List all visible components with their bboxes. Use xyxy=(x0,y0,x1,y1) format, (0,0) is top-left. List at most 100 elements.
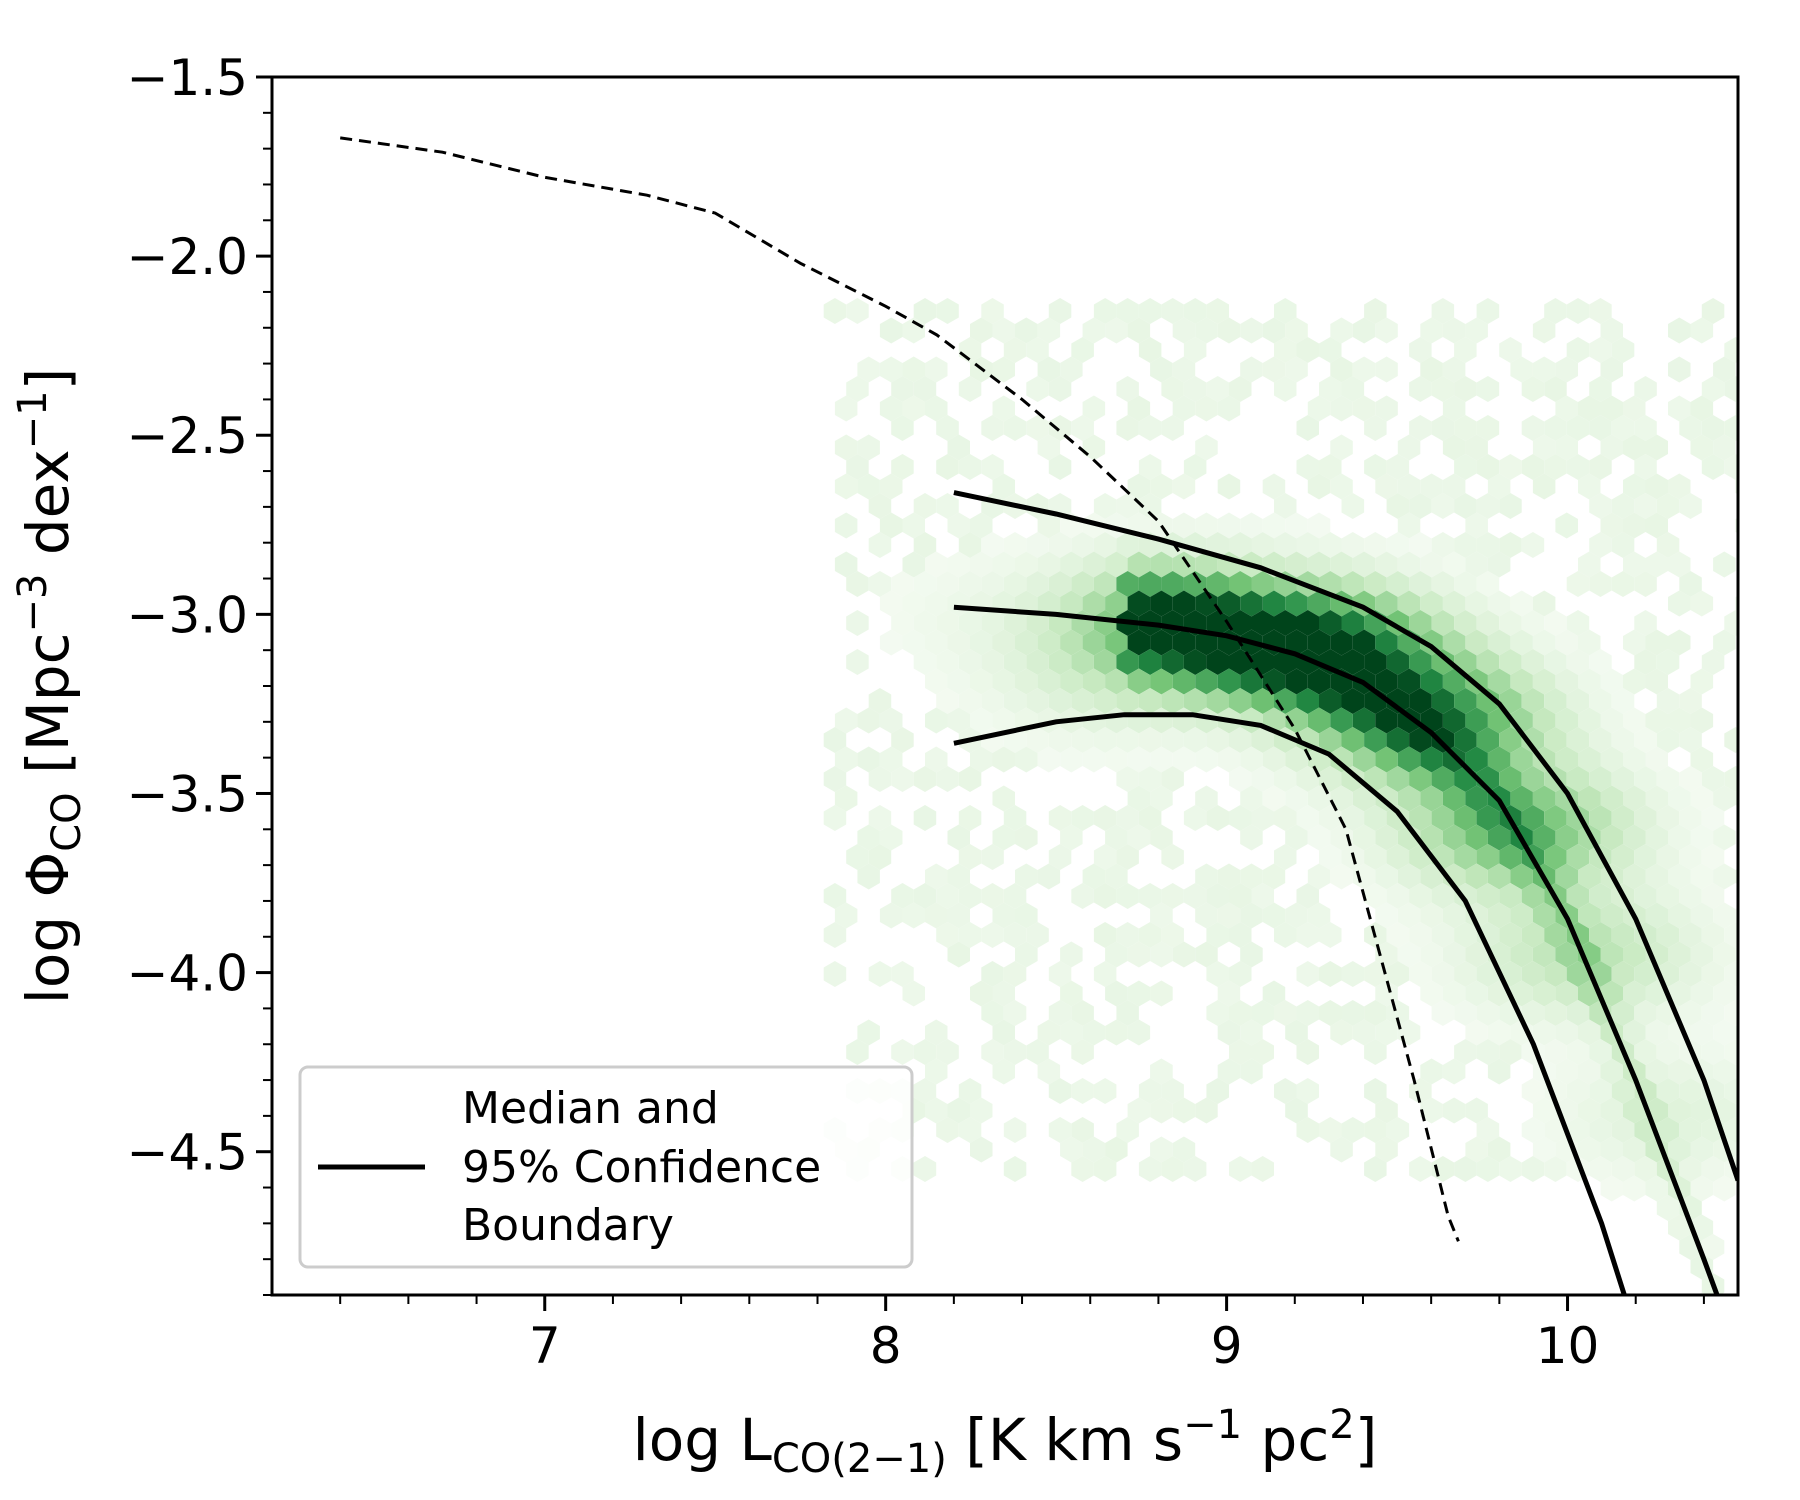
hexbin-cell xyxy=(1037,1019,1061,1046)
hexbin-cell xyxy=(1747,532,1770,558)
hexbin-cell xyxy=(1116,883,1139,909)
hexbin-cell xyxy=(1060,1019,1083,1046)
hexbin-cell xyxy=(992,356,1015,383)
hexbin-cell xyxy=(1195,746,1218,773)
hexbin-cell xyxy=(1645,551,1668,578)
hexbin-cell xyxy=(1116,649,1139,675)
hexbin-cell xyxy=(1454,844,1477,870)
hexbin-cell xyxy=(1532,590,1556,617)
hexbin-cell xyxy=(823,883,847,909)
hexbin-cell xyxy=(1713,1019,1736,1046)
hexbin-cell xyxy=(1341,727,1365,753)
hexbin-cell xyxy=(913,805,937,831)
hexbin-cell xyxy=(992,1058,1015,1085)
hexbin-cell xyxy=(1116,1117,1139,1143)
hexbin-cell xyxy=(1093,298,1117,324)
legend: Median and 95% Confidence Boundary xyxy=(298,1065,914,1269)
hexbin-cell xyxy=(1105,668,1128,695)
hexbin-cell xyxy=(1521,766,1545,792)
hexbin-cell xyxy=(1319,610,1342,636)
hexbin-cell xyxy=(958,844,982,870)
hexbin-cell xyxy=(1116,571,1139,597)
hexbin-cell xyxy=(1285,512,1308,539)
hexbin-cell xyxy=(834,551,858,578)
hexbin-cell xyxy=(1476,1039,1500,1065)
hexbin-cell xyxy=(1172,629,1196,656)
hexbin-cell xyxy=(1003,610,1027,636)
hexbin-cell xyxy=(1240,356,1263,383)
hexbin-cell xyxy=(1116,805,1139,831)
hexbin-cell xyxy=(1600,1175,1623,1202)
hexbin-cell xyxy=(1690,902,1714,929)
hexbin-cell xyxy=(1409,883,1432,909)
hexbin-cell xyxy=(1532,1019,1556,1046)
hexbin-cell xyxy=(1431,1000,1455,1026)
hexbin-cell xyxy=(1386,805,1410,831)
hexbin-cell xyxy=(1138,649,1162,675)
hexbin-cell xyxy=(1060,746,1083,773)
hexbin-cell xyxy=(1015,746,1038,773)
hexbin-cell xyxy=(1240,317,1263,344)
hexbin-cell xyxy=(1600,395,1623,422)
hexbin-cell xyxy=(1521,727,1545,753)
hexbin-cell xyxy=(1206,961,1229,987)
hexbin-cell xyxy=(1026,649,1049,675)
hexbin-cell xyxy=(1262,356,1286,383)
hexbin-cell xyxy=(1397,746,1421,773)
hexbin-cell xyxy=(1499,649,1522,675)
hexbin-cell xyxy=(1217,395,1241,422)
hexbin-cell xyxy=(1082,317,1106,344)
hexbin-cell xyxy=(1442,902,1466,929)
hexbin-cell xyxy=(1150,785,1173,812)
hexbin-cell xyxy=(1229,376,1252,402)
hexbin-cell xyxy=(1645,434,1668,461)
hexbin-cell xyxy=(1578,551,1601,578)
hexbin-cell xyxy=(1476,1000,1500,1026)
hexbin-cell xyxy=(1420,941,1443,968)
hexbin-cell xyxy=(936,1117,959,1143)
hexbin-cell xyxy=(1003,688,1027,714)
hexbin-cell xyxy=(1093,493,1117,519)
hexbin-cell xyxy=(1375,629,1398,656)
hexbin-cell xyxy=(1352,395,1376,422)
hexbin-cell xyxy=(992,707,1015,734)
hexbin-cell xyxy=(1127,629,1151,656)
hexbin-cell xyxy=(1611,1078,1635,1104)
hexbin-cell xyxy=(1071,805,1094,831)
hexbin-cell xyxy=(1274,298,1297,324)
hexbin-cell xyxy=(1679,1156,1702,1182)
hexbin-cell xyxy=(947,941,970,968)
hexbin-cell xyxy=(1521,415,1545,441)
hexbin-cell xyxy=(1409,493,1432,519)
hexbin-cell xyxy=(1611,415,1635,441)
hexbin-cell xyxy=(981,883,1004,909)
hexbin-cell xyxy=(1037,863,1061,890)
hexbin-cell xyxy=(1330,356,1353,383)
hexbin-cell xyxy=(1105,629,1128,656)
hexbin-cell xyxy=(1352,824,1376,851)
hexbin-cell xyxy=(1037,434,1061,461)
hexbin-cell xyxy=(1161,727,1184,753)
hexbin-cell xyxy=(1364,298,1387,324)
y-tick-label: −3.0 xyxy=(127,586,248,644)
hexbin-cell xyxy=(1082,746,1106,773)
hexbin-cell xyxy=(1217,590,1241,617)
hexbin-cell xyxy=(1217,863,1241,890)
hexbin-cell xyxy=(857,746,880,773)
hexbin-cell xyxy=(1048,298,1072,324)
hexbin-cell xyxy=(1634,376,1657,402)
hexbin-cell xyxy=(1487,629,1511,656)
hexbin-cell xyxy=(1476,649,1500,675)
hexbin-cell xyxy=(1195,785,1218,812)
hexbin-cell xyxy=(1060,941,1083,968)
hexbin-cell xyxy=(1465,551,1488,578)
hexbin-cell xyxy=(1409,571,1432,597)
hexbin-cell xyxy=(868,493,892,519)
hexbin-cell xyxy=(1566,766,1590,792)
hexbin-cell xyxy=(1420,317,1443,344)
hexbin-cell xyxy=(992,980,1015,1007)
hexbin-cell xyxy=(1319,922,1342,948)
hexbin-cell xyxy=(846,649,869,675)
hexbin-cell xyxy=(1566,337,1590,363)
hexbin-cell xyxy=(970,512,993,539)
